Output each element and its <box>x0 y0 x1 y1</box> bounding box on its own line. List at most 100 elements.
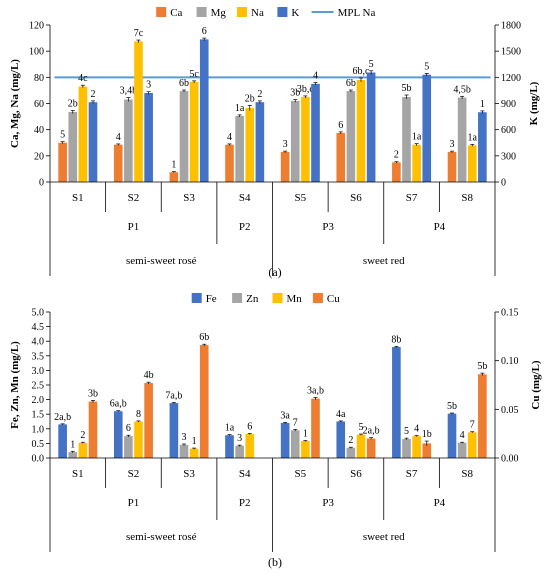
data-label: 3 <box>146 80 151 91</box>
style-group-label: sweet red <box>363 255 405 267</box>
data-label: 3 <box>182 432 187 443</box>
data-label: 5b <box>477 361 487 372</box>
data-label: 5 <box>60 130 65 141</box>
data-label: 2 <box>394 150 399 161</box>
y-tick-label: 4.5 <box>32 322 45 333</box>
data-label: 6 <box>338 120 343 131</box>
data-label: 6b <box>179 78 189 89</box>
bar-mn <box>134 421 143 458</box>
x-category-label: S7 <box>406 468 418 480</box>
y-tick-label: 40 <box>34 125 44 136</box>
x-category-label: S8 <box>461 192 473 204</box>
data-label: 3 <box>283 139 288 150</box>
bar-na <box>134 41 143 182</box>
x-category-label: S5 <box>295 192 307 204</box>
bar-fe <box>58 424 67 458</box>
data-label: 3a,b <box>307 385 324 396</box>
y2-tick-label: 300 <box>501 151 516 162</box>
data-label: 6 <box>247 421 252 432</box>
bar-mg <box>68 112 78 182</box>
bar-mg <box>346 91 356 182</box>
y2-axis-title: Cu (mg/L) <box>530 360 542 410</box>
data-label: 2 <box>348 435 353 446</box>
bar-ca <box>280 151 290 182</box>
bar-na <box>189 81 199 182</box>
data-label: 2 <box>257 89 262 100</box>
y-tick-label: 2.0 <box>32 395 45 406</box>
bar-zn <box>179 444 189 458</box>
legend-swatch <box>237 7 247 17</box>
bar-mn <box>356 434 366 458</box>
data-label: 3b <box>88 388 98 399</box>
data-label: 3a <box>280 410 290 421</box>
data-label: 7 <box>470 420 475 431</box>
bar-k <box>311 83 320 182</box>
producer-group-label: P3 <box>322 497 334 509</box>
bar-mn <box>189 448 199 458</box>
y2-axis-title: K (mg/L) <box>528 81 540 125</box>
bar-k <box>88 102 98 182</box>
bar-na <box>356 79 366 182</box>
bar-fe <box>336 421 346 458</box>
legend-swatch <box>312 293 323 303</box>
data-label: 4c <box>78 73 88 84</box>
y-axis-title: Fe, Zn, Mn (mg/L) <box>9 341 21 429</box>
data-label: 1 <box>70 439 75 450</box>
bar-mn <box>78 442 88 458</box>
bar-mg <box>124 99 133 182</box>
panel-b-label: (b) <box>268 555 282 569</box>
bar-mn <box>412 436 421 458</box>
y-tick-label: 20 <box>34 151 44 162</box>
producer-group-label: P2 <box>239 221 251 233</box>
data-label: 4,5b <box>453 84 471 95</box>
bar-na <box>412 144 421 182</box>
x-category-label: S4 <box>239 192 251 204</box>
y-tick-label: 5.0 <box>32 308 45 319</box>
bar-ca <box>447 151 457 182</box>
legend: Fe Zn Mn Cu <box>191 293 340 305</box>
bar-ca <box>58 142 67 182</box>
data-label: 5 <box>404 426 409 437</box>
x-category-label: S2 <box>128 192 140 204</box>
producer-group-label: P3 <box>322 221 334 233</box>
producer-group-label: P1 <box>128 221 140 233</box>
data-label: 1b <box>422 429 432 440</box>
bar-k <box>366 72 376 182</box>
legend-label: K <box>291 7 299 19</box>
y-tick-label: 1.0 <box>32 424 45 435</box>
x-category-label: S7 <box>406 192 418 204</box>
legend-swatch <box>191 293 202 303</box>
y-tick-label: 3.5 <box>32 351 45 362</box>
bar-zn <box>124 436 133 458</box>
y2-tick-label: 0.10 <box>501 356 519 367</box>
data-label: 4 <box>116 132 121 143</box>
data-label: 6b,c <box>353 66 371 77</box>
bar-zn <box>457 442 467 458</box>
data-label: 4 <box>414 424 419 435</box>
bar-cu <box>199 345 209 458</box>
y2-tick-label: 900 <box>501 99 516 110</box>
x-category-label: S6 <box>350 468 362 480</box>
bar-mn <box>467 432 477 458</box>
data-label: 2 <box>80 430 85 441</box>
legend-label: Na <box>251 7 264 19</box>
panel-a-label: (a) <box>268 265 281 279</box>
x-category-label: S3 <box>183 192 195 204</box>
data-label: 3 <box>450 139 455 150</box>
legend-label: Fe <box>206 293 217 305</box>
x-category-label: S1 <box>72 468 84 480</box>
x-category-label: S8 <box>461 468 473 480</box>
bar-fe <box>225 435 234 458</box>
bar-zn <box>346 447 356 458</box>
data-label: 7 <box>293 417 298 428</box>
y-tick-label: 2.5 <box>32 381 45 392</box>
bar-zn <box>68 452 78 458</box>
producer-group-label: P1 <box>128 497 140 509</box>
bar-cu <box>144 383 153 458</box>
data-label: 3,4b <box>120 86 138 97</box>
bar-ca <box>336 132 346 182</box>
bar-cu <box>478 374 487 458</box>
bar-cu <box>311 398 320 458</box>
data-label: 7a,b <box>165 391 182 402</box>
